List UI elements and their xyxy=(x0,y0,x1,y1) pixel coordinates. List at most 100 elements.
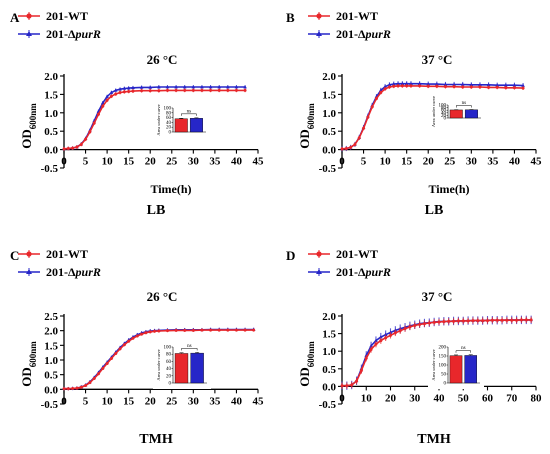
data-point xyxy=(148,89,152,93)
data-point xyxy=(478,82,482,87)
inset-bar xyxy=(449,355,463,384)
y-tick-label: 2.0 xyxy=(322,311,336,323)
inset-y-tick-label: 60 xyxy=(166,360,172,365)
data-point xyxy=(122,343,126,347)
data-point xyxy=(521,86,525,90)
data-point xyxy=(109,94,113,98)
inset-bar xyxy=(189,118,203,133)
panel-letter: A xyxy=(10,10,20,25)
data-point xyxy=(408,325,412,329)
data-point xyxy=(486,319,489,323)
x-tick-label: 20 xyxy=(423,156,435,168)
inset-y-tick-label: 40 xyxy=(166,367,172,372)
data-point xyxy=(344,146,348,150)
series-line xyxy=(342,319,532,387)
data-point xyxy=(355,379,359,383)
data-point xyxy=(88,381,92,385)
data-point xyxy=(252,328,256,332)
inset-bar xyxy=(174,118,188,133)
data-point xyxy=(96,112,100,116)
y-axis-label: OD600nm xyxy=(19,341,38,387)
inset-y-tick-label: 60 xyxy=(166,116,172,121)
legend-label: 201-ΔpurR xyxy=(46,27,101,41)
data-point xyxy=(62,387,66,391)
data-point xyxy=(157,85,161,89)
legend-item: 201-ΔpurR xyxy=(308,27,391,41)
data-point xyxy=(234,328,238,332)
data-point xyxy=(66,146,70,150)
data-point xyxy=(243,85,247,89)
data-point xyxy=(529,318,533,322)
y-tick-label: 1.0 xyxy=(322,108,336,120)
data-point xyxy=(374,342,378,346)
data-point xyxy=(481,319,485,323)
inset-significance-bracket xyxy=(455,350,471,353)
x-tick-label: 40 xyxy=(231,156,243,168)
data-point xyxy=(370,105,374,109)
data-point xyxy=(469,82,474,87)
x-tick-label: 0 xyxy=(61,156,67,168)
legend-marker xyxy=(316,251,322,257)
legend-item: 201-WT xyxy=(308,9,378,23)
x-tick-label: 15 xyxy=(123,395,135,407)
legend-label: 201-ΔpurR xyxy=(336,265,391,279)
x-tick-label: 20 xyxy=(145,156,157,168)
data-point xyxy=(476,319,480,323)
data-point xyxy=(174,328,178,332)
y-axis-label-sub: 600nm xyxy=(28,341,38,368)
legend-label-gene: purR xyxy=(365,265,391,279)
legend-label-prefix: 201-Δ xyxy=(336,27,366,41)
medium-label: LB xyxy=(425,203,444,218)
inset-significance-label: ns xyxy=(187,344,192,349)
data-point xyxy=(153,329,157,333)
data-point xyxy=(495,83,499,87)
data-point xyxy=(369,343,373,348)
data-point xyxy=(200,88,204,92)
data-point xyxy=(243,328,247,332)
inset-y-label: Area under curve xyxy=(431,349,436,380)
data-point xyxy=(122,86,127,90)
panel-letter: D xyxy=(286,248,295,263)
data-point xyxy=(75,145,79,149)
data-point xyxy=(75,386,79,390)
x-tick-label: 5 xyxy=(83,156,89,168)
inset-y-tick-label: 80 xyxy=(166,353,172,358)
y-tick-label: 0.0 xyxy=(322,145,336,157)
data-point xyxy=(400,81,405,86)
data-point xyxy=(139,85,144,89)
data-point xyxy=(504,86,508,90)
data-point xyxy=(487,85,491,89)
x-tick-label: 45 xyxy=(253,156,265,168)
data-point xyxy=(340,147,344,151)
data-point xyxy=(101,104,105,108)
data-point xyxy=(140,89,144,93)
x-tick-label: 30 xyxy=(188,395,200,407)
data-point xyxy=(452,85,456,89)
data-point xyxy=(362,126,366,130)
data-point xyxy=(126,86,131,90)
data-point xyxy=(183,328,187,332)
data-point xyxy=(88,130,92,134)
data-point xyxy=(435,84,439,88)
data-point xyxy=(353,142,357,146)
data-point xyxy=(426,84,430,88)
legend-marker xyxy=(26,31,32,36)
y-axis-label-sub: 600nm xyxy=(306,103,316,130)
inset-y-tick-label: 100 xyxy=(164,346,172,351)
data-point xyxy=(234,88,238,92)
data-point xyxy=(109,357,113,361)
data-point xyxy=(131,85,135,90)
medium-label: TMH xyxy=(139,432,173,447)
data-point xyxy=(495,318,499,322)
axes: -0.5 0.0 0.5 1.0 1.5 2.0 0 5 10 15 20 25 30 35 40 45 xyxy=(41,71,264,175)
data-point xyxy=(379,335,383,339)
data-point xyxy=(447,319,451,323)
data-point xyxy=(452,82,456,86)
panel-b: B 201-WT 201-ΔpurR 37 °C -0.5 0.0 0.5 1.0 1.5 2.0… xyxy=(286,9,542,218)
data-point xyxy=(118,347,122,351)
legend-marker xyxy=(26,251,32,257)
data-point xyxy=(391,82,396,86)
data-point xyxy=(66,387,70,391)
data-point xyxy=(422,322,426,326)
